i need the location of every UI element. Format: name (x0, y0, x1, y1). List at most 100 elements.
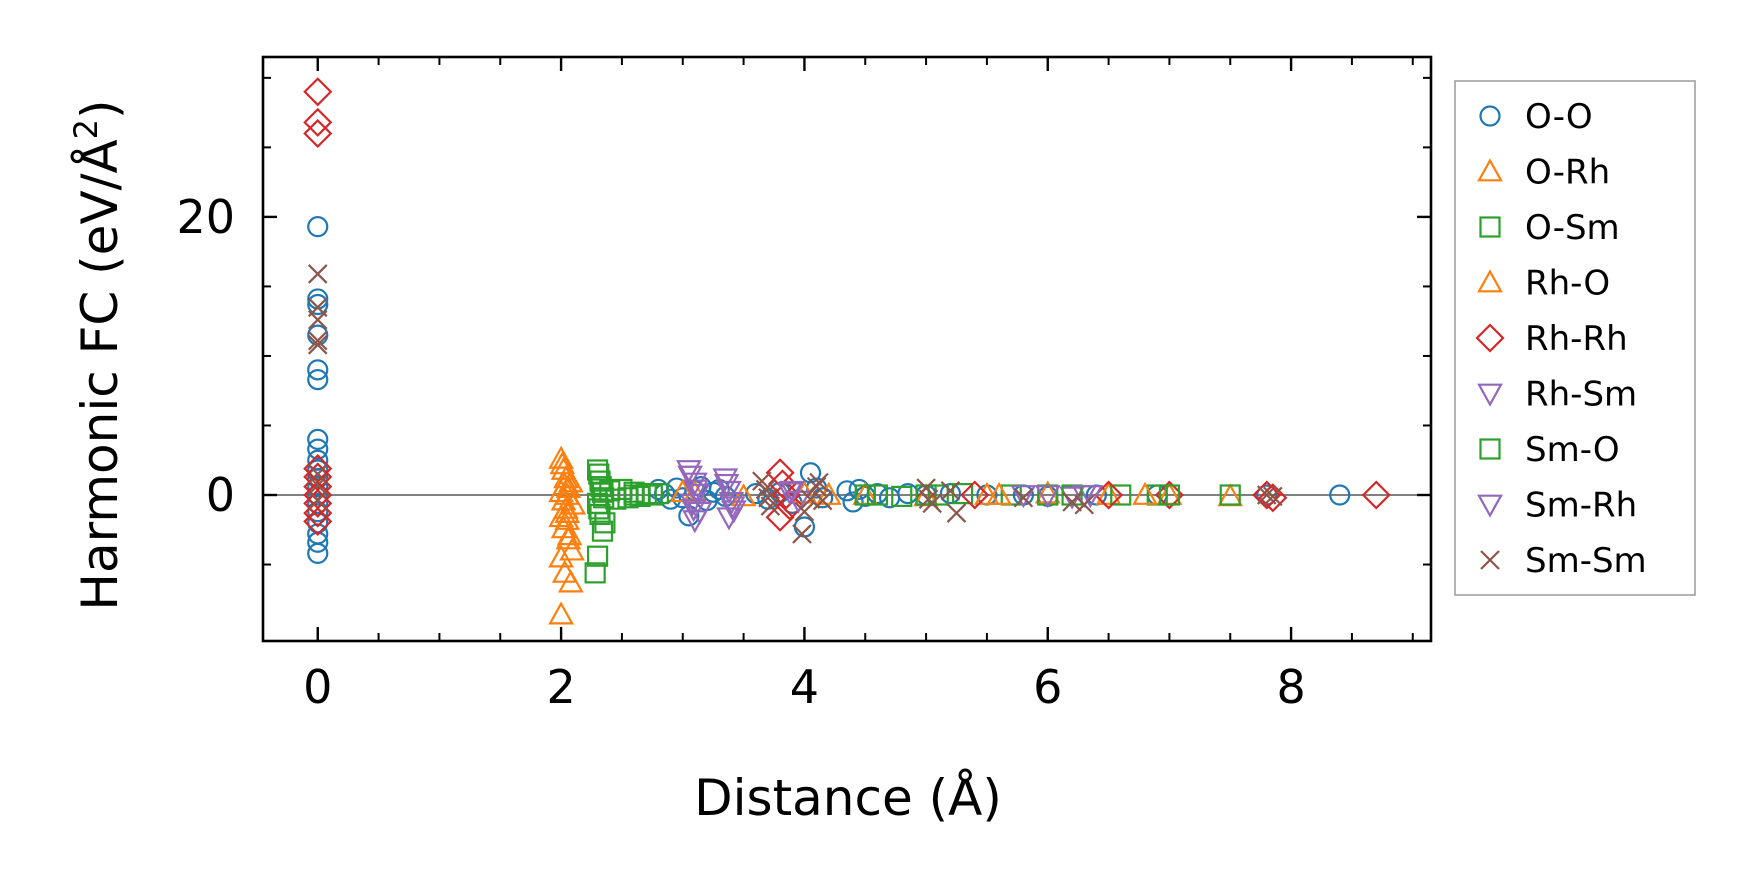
legend-label: Rh-Rh (1525, 319, 1628, 359)
legend-label: O-O (1525, 97, 1593, 137)
data-point (584, 562, 606, 584)
data-point (793, 516, 816, 538)
legend-marker (1477, 494, 1503, 518)
legend-label: Rh-Sm (1525, 375, 1637, 415)
legend-label: Rh-O (1525, 264, 1610, 304)
legend-label: Sm-Sm (1525, 541, 1647, 581)
data-point (549, 451, 576, 475)
series-o-sm (584, 459, 1241, 584)
data-point (866, 484, 889, 506)
series-sm-o (588, 463, 1181, 534)
data-point (307, 359, 329, 381)
data-point (307, 310, 328, 330)
data-point (307, 428, 329, 450)
data-points (303, 77, 1391, 625)
data-point (307, 542, 329, 565)
data-point (1256, 485, 1277, 505)
legend-marker (1479, 105, 1501, 127)
legend-label: O-Sm (1525, 208, 1620, 248)
data-point (891, 485, 913, 507)
series-sm-sm (307, 264, 1283, 544)
data-point (1132, 481, 1158, 505)
series-rh-rh (303, 77, 1391, 536)
legend-entry-o-o: O-O (1479, 97, 1593, 137)
data-point (760, 496, 781, 516)
data-point (307, 264, 328, 284)
data-point (806, 476, 827, 497)
x-tick-label: 4 (790, 660, 819, 714)
data-point (307, 293, 329, 316)
data-point (303, 506, 333, 536)
legend-marker (1479, 438, 1501, 460)
legend-entry-o-rh: O-Rh (1477, 153, 1610, 193)
legend-frame (1454, 80, 1696, 596)
x-tick-label: 8 (1276, 660, 1305, 714)
ticks: 0 2 4 6 8 0 20 (176, 57, 1431, 714)
data-point (765, 502, 795, 532)
data-point (1074, 494, 1095, 515)
data-point (307, 531, 329, 553)
data-point (307, 475, 328, 496)
legend-entry-sm-rh: Sm-Rh (1477, 486, 1637, 526)
y-tick-label: 0 (206, 468, 235, 522)
data-point (785, 490, 812, 514)
data-point (1263, 486, 1283, 507)
data-point (586, 459, 609, 481)
data-point (588, 498, 610, 520)
data-point (915, 484, 937, 506)
y-axis-label-sup: 2 (67, 119, 105, 139)
x-axis-label: Distance (Å) (694, 769, 1002, 827)
data-point (307, 459, 329, 481)
legend-marker (1477, 158, 1503, 182)
data-point (589, 503, 611, 526)
data-point (767, 469, 798, 499)
data-point (842, 491, 864, 513)
data-point (916, 478, 936, 498)
legend-entry-o-sm: O-Sm (1479, 208, 1620, 248)
legend-marker (1479, 216, 1501, 238)
data-point (307, 216, 329, 238)
data-point (986, 481, 1012, 505)
x-tick-label: 6 (1033, 660, 1062, 714)
data-point (1095, 481, 1122, 505)
data-point (682, 510, 708, 534)
data-point (588, 463, 610, 485)
data-point (590, 476, 612, 498)
data-point (719, 496, 746, 520)
data-point (1158, 484, 1181, 506)
data-point (716, 480, 742, 505)
data-point (680, 499, 707, 523)
legend-entry-rh-rh: Rh-Rh (1475, 319, 1628, 359)
data-point (939, 483, 962, 505)
data-point (307, 467, 329, 489)
data-point (557, 569, 584, 593)
y-axis-label: Harmonic FC (eV/Å2) (67, 99, 129, 610)
data-point (675, 460, 702, 484)
legend-label: Sm-O (1525, 430, 1620, 470)
axes (261, 55, 1433, 643)
legend-entry-rh-o: Rh-O (1477, 264, 1610, 304)
data-point (307, 501, 329, 523)
data-point (854, 484, 876, 506)
x-tick-label: 2 (546, 660, 575, 714)
legend-label: O-Rh (1525, 153, 1610, 193)
data-point (960, 480, 990, 510)
data-point (677, 465, 703, 489)
data-point (303, 488, 333, 518)
legend-entry-sm-o: Sm-O (1479, 430, 1620, 470)
legend-marker (1477, 383, 1503, 407)
legend-marker (1477, 269, 1503, 293)
y-tick-label: 20 (176, 190, 235, 244)
data-point (1010, 485, 1037, 509)
series-o-o (307, 216, 1351, 565)
data-point (1062, 492, 1082, 512)
data-point (307, 335, 328, 355)
data-point (809, 472, 829, 493)
data-point (792, 524, 812, 544)
legend-marker (1480, 550, 1500, 570)
data-point (307, 490, 328, 511)
legend-entry-rh-sm: Rh-Sm (1477, 375, 1637, 415)
data-point (554, 499, 581, 523)
data-point (307, 476, 329, 498)
